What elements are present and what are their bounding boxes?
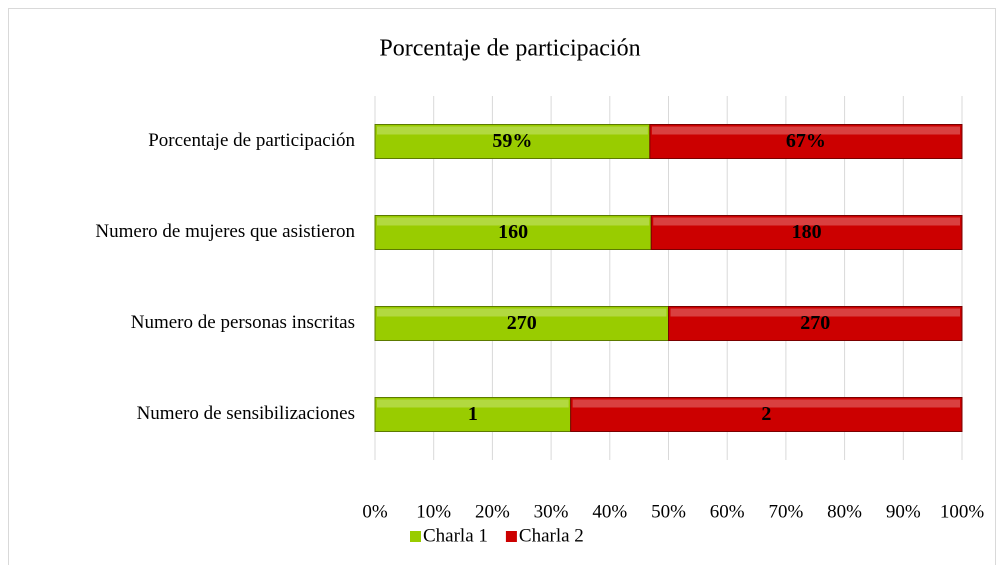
- bar: [668, 306, 963, 341]
- x-tick-label: 20%: [475, 501, 510, 522]
- x-tick-label: 40%: [592, 501, 627, 522]
- data-label: 2: [761, 403, 771, 425]
- bar-shine: [651, 126, 960, 135]
- chart-border: [8, 8, 996, 565]
- y-tick-label: Numero de sensibilizaciones: [137, 403, 355, 424]
- bar-shine: [377, 308, 667, 317]
- bar-shine: [670, 308, 960, 317]
- data-label: 67%: [786, 130, 826, 152]
- x-tick-label: 30%: [534, 501, 569, 522]
- data-label: 160: [498, 221, 528, 243]
- bar-shine: [377, 126, 648, 135]
- bar: [374, 124, 651, 159]
- x-tick-label: 60%: [710, 501, 745, 522]
- bar: [650, 215, 963, 250]
- bar-shine: [653, 217, 960, 226]
- bar: [374, 306, 669, 341]
- data-label: 180: [792, 221, 822, 243]
- data-label: 59%: [492, 130, 532, 152]
- data-label: 1: [468, 403, 478, 425]
- x-tick-label: 0%: [362, 501, 388, 522]
- x-tick-label: 50%: [651, 501, 686, 522]
- legend-swatch: [410, 531, 421, 542]
- x-tick-label: 90%: [886, 501, 921, 522]
- chart-title: Porcentaje de participación: [379, 36, 640, 62]
- bar-shine: [377, 399, 569, 408]
- x-tick-label: 10%: [416, 501, 451, 522]
- bar-shine: [377, 217, 650, 226]
- bar: [374, 215, 652, 250]
- bar: [570, 397, 963, 432]
- legend-label: Charla 2: [519, 525, 584, 546]
- bar: [374, 397, 572, 432]
- legend-label: Charla 1: [423, 525, 488, 546]
- x-tick-label: 80%: [827, 501, 862, 522]
- y-tick-label: Numero de personas inscritas: [131, 312, 355, 333]
- legend-swatch: [505, 531, 517, 542]
- bar-shine: [572, 399, 960, 408]
- y-tick-label: Numero de mujeres que asistieron: [95, 221, 355, 242]
- y-tick-label: Porcentaje de participación: [148, 130, 355, 151]
- x-tick-label: 100%: [940, 501, 985, 522]
- bar: [649, 124, 963, 159]
- x-tick-label: 70%: [768, 501, 803, 522]
- data-label: 270: [507, 312, 537, 334]
- data-label: 270: [800, 312, 830, 334]
